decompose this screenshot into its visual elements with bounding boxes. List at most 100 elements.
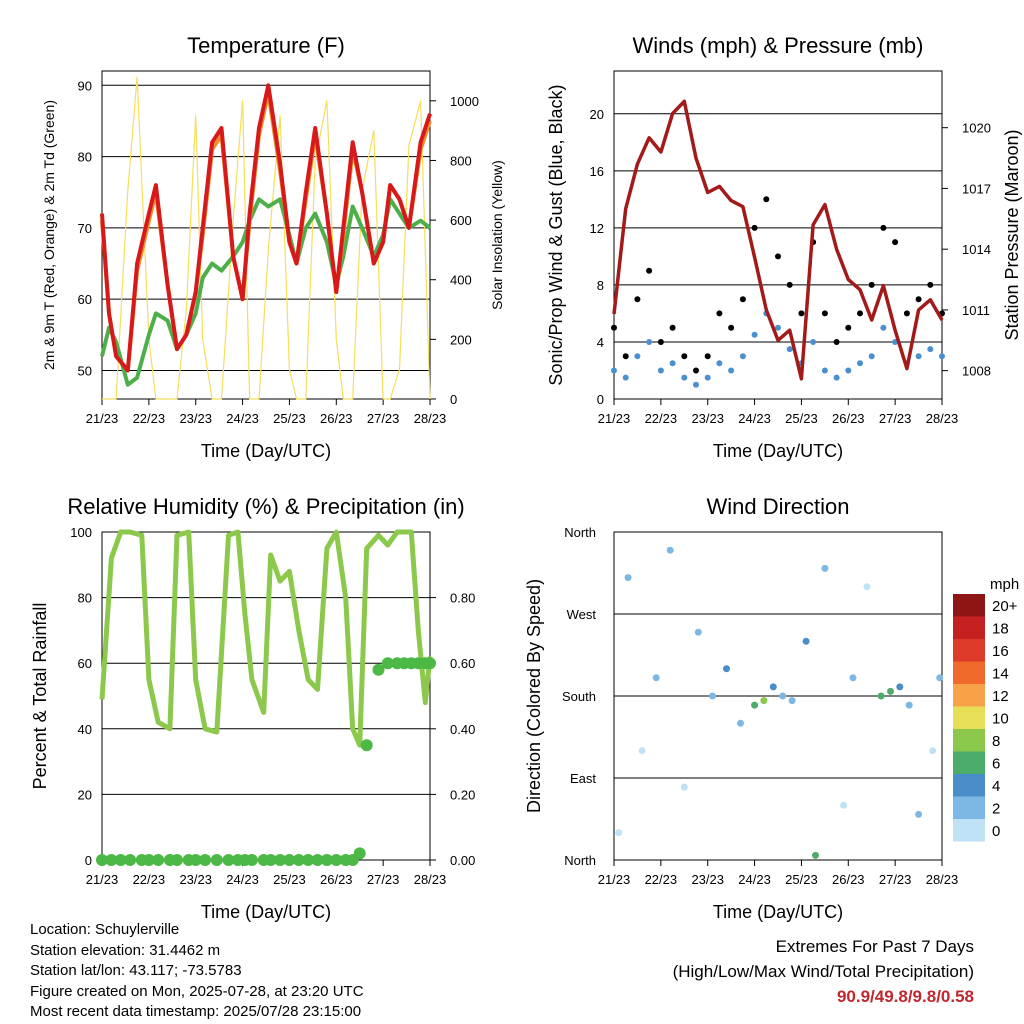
direction-point bbox=[779, 692, 787, 700]
gust-point bbox=[611, 324, 617, 331]
x-tick-label: 25/23 bbox=[273, 872, 306, 887]
y-tick-label: 8 bbox=[597, 278, 604, 293]
direction-point bbox=[887, 687, 894, 695]
gust-point bbox=[868, 281, 875, 288]
x-tick-label: 25/23 bbox=[785, 411, 818, 426]
y2-tick-label: 200 bbox=[450, 332, 472, 347]
direction-point bbox=[896, 683, 904, 691]
precip-point bbox=[245, 854, 258, 866]
x-axis-title: Time (Day/UTC) bbox=[201, 902, 331, 922]
x-tick-label: 26/23 bbox=[832, 872, 865, 887]
precip-point bbox=[360, 739, 373, 752]
wind-point bbox=[611, 367, 617, 374]
y-tick-label: East bbox=[570, 771, 596, 786]
gust-point bbox=[669, 324, 676, 331]
legend-swatch bbox=[953, 684, 985, 707]
direction-point bbox=[840, 801, 848, 809]
precip-point bbox=[105, 854, 118, 866]
x-tick-label: 28/23 bbox=[926, 411, 959, 426]
y2-tick-label: 0.80 bbox=[450, 591, 475, 606]
x-tick-label: 21/23 bbox=[598, 872, 631, 887]
solar-insolation-line bbox=[102, 76, 431, 400]
y-tick-label: 90 bbox=[78, 78, 92, 93]
location-text: Location: Schuylerville bbox=[30, 921, 180, 938]
wind-point bbox=[728, 367, 735, 374]
direction-point bbox=[769, 683, 777, 691]
direction-point bbox=[723, 665, 730, 673]
wind-point bbox=[915, 353, 922, 360]
y2-tick-label: 1011 bbox=[962, 303, 990, 318]
y2-tick-label: 0 bbox=[450, 392, 457, 407]
direction-point bbox=[638, 747, 646, 755]
legend-swatch bbox=[953, 819, 985, 842]
plot-frame bbox=[613, 70, 943, 400]
x-tick-label: 22/23 bbox=[645, 872, 678, 887]
y-tick-label: 40 bbox=[78, 722, 92, 737]
legend-swatch bbox=[953, 751, 985, 774]
wind-point bbox=[704, 374, 711, 381]
y-tick-label: North bbox=[564, 853, 596, 868]
precip-point bbox=[171, 854, 183, 866]
y2-tick-label: 600 bbox=[450, 213, 472, 228]
gust-point bbox=[693, 367, 699, 374]
gust-point bbox=[739, 296, 746, 303]
precip-point bbox=[372, 663, 385, 676]
recent-text: Most recent data timestamp: 2025/07/28 2… bbox=[30, 1003, 362, 1020]
gust-point bbox=[622, 353, 629, 360]
wind-point bbox=[716, 360, 723, 367]
y2-tick-label: 1008 bbox=[962, 364, 991, 379]
y-axis-title: Direction (Colored By Speed) bbox=[524, 579, 544, 813]
y2-tick-label: 800 bbox=[450, 153, 472, 168]
wind-point bbox=[786, 346, 793, 353]
wind-point bbox=[751, 331, 758, 338]
direction-point bbox=[905, 701, 913, 709]
x-tick-label: 23/23 bbox=[179, 872, 212, 887]
x-axis-title: Time (Day/UTC) bbox=[713, 441, 843, 461]
precip-point bbox=[199, 854, 212, 866]
created-text: Figure created on Mon, 2025-07-28, at 23… bbox=[30, 982, 364, 1000]
legend-swatch bbox=[953, 774, 985, 797]
gust-point bbox=[927, 281, 934, 288]
legend-swatch bbox=[953, 796, 985, 819]
direction-point bbox=[737, 719, 744, 727]
legend-swatch bbox=[953, 729, 985, 752]
precip-point bbox=[96, 854, 108, 866]
x-tick-label: 25/23 bbox=[785, 872, 818, 887]
legend-label: 6 bbox=[992, 756, 1000, 773]
gust-point bbox=[646, 267, 653, 274]
precip-point bbox=[124, 854, 137, 866]
y-tick-label: 0 bbox=[597, 392, 604, 407]
x-tick-label: 28/23 bbox=[414, 411, 447, 426]
precip-point bbox=[424, 657, 436, 670]
x-tick-label: 21/23 bbox=[598, 411, 631, 426]
wind-point bbox=[693, 381, 699, 388]
precip-point bbox=[189, 854, 202, 866]
extremes-values: 90.9/49.8/9.8/0.58 bbox=[836, 987, 974, 1006]
y2-tick-label: 1014 bbox=[962, 242, 991, 257]
direction-point bbox=[863, 583, 871, 591]
x-tick-label: 27/23 bbox=[367, 872, 400, 887]
legend-swatch bbox=[953, 594, 985, 617]
wind-point bbox=[857, 360, 863, 367]
x-tick-label: 27/23 bbox=[879, 411, 912, 426]
precip-point bbox=[264, 854, 277, 866]
y-axis-title: Sonic/Prop Wind & Gust (Blue, Black) bbox=[546, 84, 566, 385]
x-tick-label: 22/23 bbox=[133, 411, 166, 426]
wind-point bbox=[657, 367, 664, 374]
x-tick-label: 24/23 bbox=[738, 872, 771, 887]
direction-point bbox=[915, 810, 923, 818]
gust-point bbox=[798, 310, 805, 317]
legend-swatch bbox=[953, 661, 985, 684]
direction-point bbox=[812, 851, 819, 859]
precip-point bbox=[311, 854, 324, 866]
gust-point bbox=[903, 310, 910, 317]
legend-swatch bbox=[953, 639, 985, 662]
gust-point bbox=[716, 310, 723, 317]
direction-point bbox=[821, 564, 829, 572]
x-tick-label: 28/23 bbox=[926, 872, 959, 887]
direction-point bbox=[760, 697, 768, 705]
direction-point bbox=[615, 829, 623, 837]
extremes-title: Extremes For Past 7 Days bbox=[775, 937, 974, 956]
chart-title: Relative Humidity (%) & Precipitation (i… bbox=[67, 494, 464, 519]
x-tick-label: 23/23 bbox=[691, 872, 724, 887]
